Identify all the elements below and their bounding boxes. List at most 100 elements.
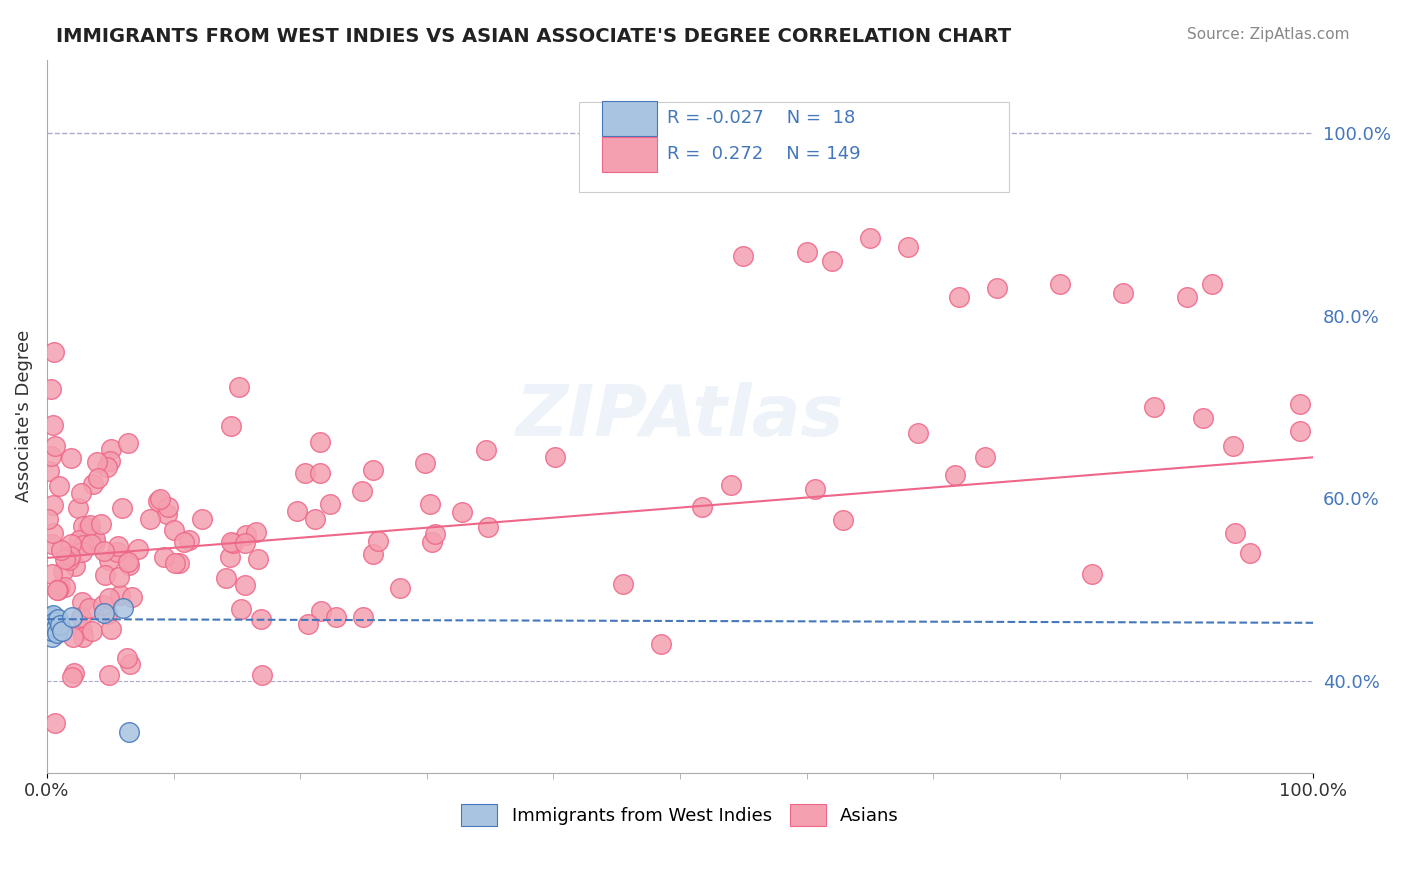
Asians <box>105 545 128 559</box>
Asians <box>897 240 920 254</box>
Asians <box>165 556 187 570</box>
Immigrants from West Indies <box>42 619 65 633</box>
Asians <box>82 624 104 638</box>
Asians <box>38 464 60 478</box>
Asians <box>79 518 101 533</box>
Text: IMMIGRANTS FROM WEST INDIES VS ASIAN ASSOCIATE'S DEGREE CORRELATION CHART: IMMIGRANTS FROM WEST INDIES VS ASIAN ASS… <box>56 27 1011 45</box>
Asians <box>1288 397 1310 411</box>
Asians <box>91 598 114 612</box>
Asians <box>86 455 108 469</box>
Immigrants from West Indies <box>41 631 63 645</box>
Immigrants from West Indies <box>39 610 62 624</box>
Asians <box>1222 438 1244 452</box>
Asians <box>228 380 250 394</box>
Asians <box>246 551 269 566</box>
Asians <box>221 535 243 549</box>
Asians <box>413 457 436 471</box>
Text: R = -0.027    N =  18: R = -0.027 N = 18 <box>668 109 856 127</box>
Asians <box>44 345 66 359</box>
Asians <box>304 512 326 526</box>
Asians <box>1049 277 1071 291</box>
Immigrants from West Indies <box>42 608 65 623</box>
Asians <box>107 539 129 553</box>
Asians <box>235 528 257 542</box>
Asians <box>62 630 84 644</box>
Asians <box>87 471 110 485</box>
Asians <box>67 500 90 515</box>
Asians <box>39 382 62 396</box>
Asians <box>821 253 844 268</box>
Asians <box>350 484 373 499</box>
Asians <box>1175 290 1198 304</box>
Immigrants from West Indies <box>60 610 83 624</box>
Asians <box>100 442 122 457</box>
Asians <box>361 547 384 561</box>
Asians <box>84 532 107 546</box>
Asians <box>59 450 82 465</box>
Asians <box>108 569 131 583</box>
Asians <box>60 670 83 684</box>
Asians <box>59 549 82 564</box>
Asians <box>796 244 818 259</box>
Asians <box>69 609 91 624</box>
Asians <box>117 555 139 569</box>
Immigrants from West Indies <box>37 612 59 626</box>
Asians <box>70 595 93 609</box>
Asians <box>803 482 825 496</box>
Immigrants from West Indies <box>93 606 115 620</box>
Immigrants from West Indies <box>51 624 73 638</box>
Asians <box>294 466 316 480</box>
Asians <box>111 500 134 515</box>
FancyBboxPatch shape <box>579 103 1010 192</box>
Asians <box>100 622 122 636</box>
Asians <box>72 630 94 644</box>
Asians <box>94 568 117 582</box>
Asians <box>48 580 70 594</box>
Immigrants from West Indies <box>41 624 63 638</box>
Asians <box>1201 277 1223 291</box>
Asians <box>388 581 411 595</box>
Asians <box>423 527 446 541</box>
Asians <box>831 513 853 527</box>
Y-axis label: Associate's Degree: Associate's Degree <box>15 330 32 502</box>
Asians <box>167 557 190 571</box>
Asians <box>367 534 389 549</box>
Asians <box>250 668 273 682</box>
Asians <box>325 610 347 624</box>
Asians <box>1081 566 1104 581</box>
Asians <box>60 537 83 551</box>
Asians <box>48 478 70 492</box>
Asians <box>250 612 273 626</box>
Asians <box>474 443 496 458</box>
Asians <box>72 537 94 551</box>
Asians <box>37 511 59 525</box>
Asians <box>163 523 186 537</box>
Asians <box>1225 526 1247 541</box>
Asians <box>215 571 238 585</box>
Immigrants from West Indies <box>46 625 69 640</box>
Asians <box>190 512 212 526</box>
Asians <box>52 565 75 579</box>
Asians <box>98 591 121 606</box>
Asians <box>233 536 256 550</box>
Asians <box>41 537 63 551</box>
Asians <box>149 492 172 507</box>
Asians <box>58 553 80 567</box>
Asians <box>44 715 66 730</box>
Asians <box>309 434 332 449</box>
Asians <box>218 550 240 565</box>
Immigrants from West Indies <box>39 617 62 632</box>
Asians <box>612 577 634 591</box>
Asians <box>177 533 200 548</box>
Asians <box>146 493 169 508</box>
Immigrants from West Indies <box>118 724 141 739</box>
Asians <box>90 517 112 532</box>
Asians <box>235 578 257 592</box>
Asians <box>53 580 76 594</box>
Asians <box>67 533 90 548</box>
FancyBboxPatch shape <box>602 101 657 136</box>
Asians <box>44 439 66 453</box>
Asians <box>720 478 742 492</box>
Asians <box>285 504 308 518</box>
Asians <box>319 497 342 511</box>
